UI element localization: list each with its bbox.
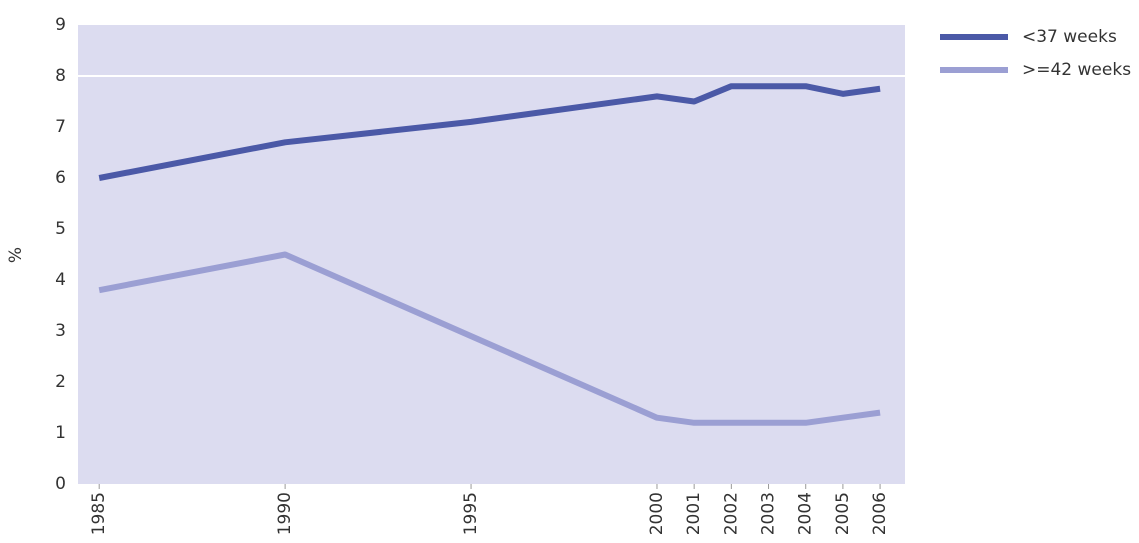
y-tick-label: 3: [55, 321, 66, 341]
x-tick-label: 2005: [833, 492, 853, 535]
y-tick-label: 2: [55, 372, 66, 392]
x-tick-label: 2002: [721, 492, 741, 535]
y-tick-label: 7: [55, 117, 66, 137]
x-tick-label: 2003: [759, 492, 779, 535]
x-tick-label: 1995: [461, 492, 481, 535]
x-tick-label: 2004: [796, 492, 816, 535]
y-tick-label: 8: [55, 66, 66, 86]
x-tick-label: 2006: [870, 492, 890, 535]
legend-label: <37 weeks: [1022, 27, 1117, 47]
y-tick-label: 1: [55, 423, 66, 443]
legend-label: >=42 weeks: [1022, 60, 1131, 80]
x-tick-label: 2001: [684, 492, 704, 535]
y-tick-label: 5: [55, 219, 66, 239]
y-tick-label: 0: [55, 474, 66, 494]
y-tick-label: 9: [55, 15, 66, 35]
x-tick-label: 2000: [647, 492, 667, 535]
y-axis-label: %: [6, 247, 26, 263]
y-tick-label: 6: [55, 168, 66, 188]
series-line: [98, 251, 881, 426]
x-tick-label: 1985: [89, 492, 109, 535]
y-tick-label: 4: [55, 270, 66, 290]
x-tick-label: 1990: [275, 492, 295, 535]
series-line: [98, 83, 881, 181]
plot-area: [78, 25, 905, 484]
